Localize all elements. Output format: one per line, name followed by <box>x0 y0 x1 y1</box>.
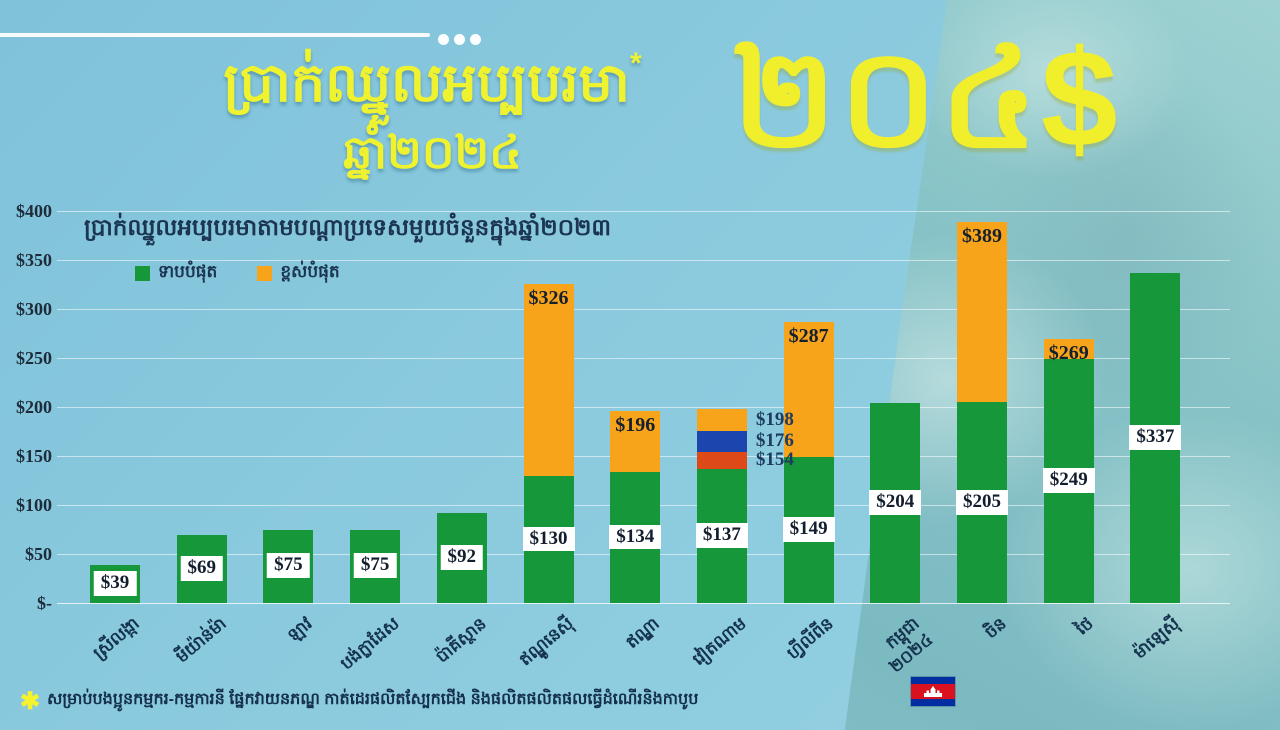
bar-total-label: $196 <box>615 413 656 436</box>
page-title-block: ប្រាក់ឈ្នួលអប្បបរមា* ឆ្នាំ២០២៤ <box>150 42 715 191</box>
y-tick-label: $- <box>37 593 52 613</box>
gridline <box>57 358 1230 359</box>
gridline <box>57 407 1230 408</box>
bar-value-label: $137 <box>695 523 748 548</box>
asterisk-icon: ✱ <box>20 688 41 715</box>
gridline <box>57 260 1230 261</box>
title-asterisk-icon: * <box>629 47 642 80</box>
bar-value-label: $39 <box>93 571 137 596</box>
bar-value-label: $69 <box>180 556 223 582</box>
bar-value-label: $134 <box>609 524 662 550</box>
bar-value-label: $75 <box>267 553 310 579</box>
page-title: ប្រាក់ឈ្នួលអប្បបរមា* <box>150 42 715 122</box>
legend-swatch-lowest-icon <box>135 266 150 281</box>
bar-total-label: $326 <box>528 286 569 309</box>
page-title-text: ប្រាក់ឈ្នួលអប្បបរមា <box>223 53 630 113</box>
legend-label-highest: ខ្ពស់បំផុត <box>280 262 340 281</box>
legend-item-lowest: ទាបបំផុត <box>135 261 217 286</box>
decorative-line <box>0 33 430 37</box>
cambodia-flag-icon <box>911 677 956 706</box>
y-tick-label: $250 <box>16 348 52 368</box>
bar-side-label: $154 <box>755 449 794 471</box>
bar-total-label: $287 <box>788 324 829 347</box>
y-axis: $- $50 $100 $150 $200 $250 $300 $350 $400 <box>0 201 52 613</box>
headline-value: ២០៤$ <box>732 22 1121 176</box>
y-tick-label: $150 <box>16 446 52 466</box>
footnote-text: សម្រាប់បងប្អូនកម្មករ-កម្មការនី ផ្នែកវាយន… <box>47 691 699 708</box>
bar-value-label: $92 <box>440 545 484 570</box>
decorative-dots-icon <box>438 34 481 45</box>
bar-segment-mid <box>696 452 747 469</box>
y-tick-label: $200 <box>16 397 52 417</box>
bar-value-label: $204 <box>869 490 922 516</box>
legend-label-lowest: ទាបបំផុត <box>158 262 218 281</box>
bar-value-label: $130 <box>522 526 575 552</box>
y-tick-label: $100 <box>16 495 52 515</box>
bar-value-label: $205 <box>956 489 1008 515</box>
bar-value-label: $75 <box>353 553 397 579</box>
y-tick-label: $50 <box>25 544 52 564</box>
bar-segment-mid <box>696 408 747 431</box>
bar-side-label: $176 <box>755 430 794 452</box>
y-tick-label: $300 <box>16 299 52 319</box>
legend-swatch-highest-icon <box>257 266 273 281</box>
page-subtitle: ឆ្នាំ២០២៤ <box>343 126 522 179</box>
chart-legend: ទាបបំផុត ខ្ពស់បំផុត <box>135 261 340 286</box>
y-tick-label: $350 <box>16 250 52 270</box>
bar-segment-max <box>523 283 574 476</box>
bar-segment-mid <box>696 430 747 453</box>
bar-side-label: $198 <box>755 408 794 430</box>
gridline <box>57 309 1230 310</box>
bar-total-label: $269 <box>1048 342 1089 365</box>
bar-value-label: $149 <box>782 517 835 542</box>
y-tick-label: $400 <box>16 201 52 221</box>
gridline <box>57 211 1230 212</box>
plot-area: $39 $69 $75 $75 $92 $130 $326 $134 $196 $137 $154 $… <box>57 211 1230 604</box>
footnote: ✱ សម្រាប់បងប្អូនកម្មករ-កម្មការនី ផ្នែកវា… <box>20 690 698 714</box>
bar-segment-max <box>610 410 661 472</box>
bar-segment-max <box>1043 339 1094 359</box>
bar-segment-max <box>957 221 1007 403</box>
bar-total-label: $389 <box>962 224 1002 247</box>
bar-value-label: $249 <box>1042 468 1095 493</box>
bar-segment-max <box>783 321 834 457</box>
legend-item-highest: ខ្ពស់បំផុត <box>257 261 340 286</box>
bar-value-label: $337 <box>1129 425 1182 450</box>
chart-title: ប្រាក់ឈ្នួលអប្បបរមាតាមបណ្តាប្រទេសមួយចំនួ… <box>84 214 612 240</box>
gridline <box>57 603 1230 604</box>
